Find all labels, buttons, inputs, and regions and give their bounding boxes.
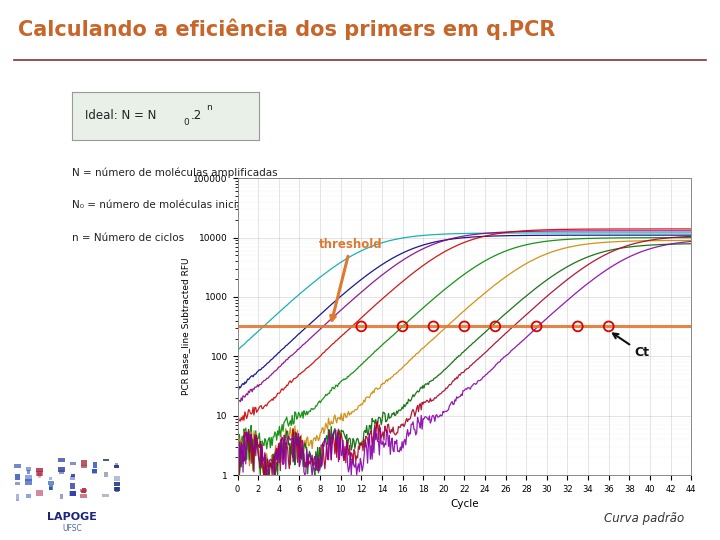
Bar: [115, 487, 119, 492]
Text: Calculando a eficiência dos primers em q.PCR: Calculando a eficiência dos primers em q…: [18, 18, 555, 39]
Point: [531, 322, 542, 330]
Bar: [25, 475, 32, 481]
Bar: [48, 485, 53, 490]
Bar: [58, 467, 65, 472]
Point: [356, 322, 367, 330]
Bar: [14, 464, 21, 468]
Bar: [103, 458, 109, 461]
Bar: [15, 474, 20, 480]
Point: [459, 322, 470, 330]
Bar: [37, 471, 42, 476]
Bar: [114, 488, 120, 491]
Bar: [49, 477, 53, 480]
Bar: [27, 470, 30, 475]
Bar: [37, 468, 42, 472]
Bar: [16, 498, 19, 501]
Point: [572, 322, 583, 330]
Text: N₀ = número de moléculas inicial: N₀ = número de moléculas inicial: [72, 200, 246, 210]
Bar: [114, 482, 120, 486]
Bar: [114, 476, 120, 481]
Bar: [92, 469, 97, 473]
Text: threshold: threshold: [319, 238, 383, 320]
Bar: [81, 464, 86, 468]
Bar: [38, 473, 41, 478]
Text: Ct: Ct: [613, 333, 649, 360]
Bar: [26, 467, 31, 471]
Text: LAPOGE: LAPOGE: [47, 512, 97, 522]
Point: [603, 322, 614, 330]
Bar: [80, 489, 87, 492]
Bar: [81, 460, 86, 465]
Bar: [81, 488, 86, 493]
Bar: [104, 472, 108, 477]
Point: [428, 322, 439, 330]
Bar: [60, 495, 63, 500]
Text: Curva padrão: Curva padrão: [604, 512, 684, 525]
Bar: [69, 491, 76, 496]
Bar: [93, 462, 96, 468]
Text: N = número de moléculas amplificadas: N = número de moléculas amplificadas: [72, 167, 278, 178]
Bar: [115, 463, 119, 468]
Bar: [27, 494, 31, 497]
Bar: [71, 474, 75, 477]
Bar: [70, 476, 75, 481]
Bar: [48, 481, 54, 485]
Text: n = Número de ciclos: n = Número de ciclos: [72, 233, 184, 242]
Bar: [114, 464, 120, 468]
Bar: [81, 490, 86, 494]
X-axis label: Cycle: Cycle: [450, 500, 479, 509]
Y-axis label: PCR Base_line Subtracted RFU: PCR Base_line Subtracted RFU: [181, 258, 191, 395]
Bar: [25, 480, 32, 485]
Bar: [49, 487, 53, 490]
Point: [397, 322, 408, 330]
Bar: [36, 490, 43, 496]
Text: 0: 0: [184, 118, 189, 127]
Bar: [80, 494, 87, 498]
Text: n: n: [206, 103, 212, 112]
Bar: [70, 491, 76, 496]
Bar: [16, 494, 19, 499]
Bar: [36, 471, 43, 476]
Text: Ideal: N = N: Ideal: N = N: [85, 109, 156, 122]
Bar: [92, 469, 97, 474]
Bar: [58, 458, 65, 462]
Bar: [15, 482, 20, 485]
Point: [490, 322, 501, 330]
Text: UFSC: UFSC: [62, 524, 82, 533]
Bar: [102, 494, 109, 497]
Bar: [70, 462, 76, 465]
Bar: [59, 470, 64, 475]
Text: .2: .2: [191, 109, 202, 122]
Bar: [70, 483, 75, 489]
